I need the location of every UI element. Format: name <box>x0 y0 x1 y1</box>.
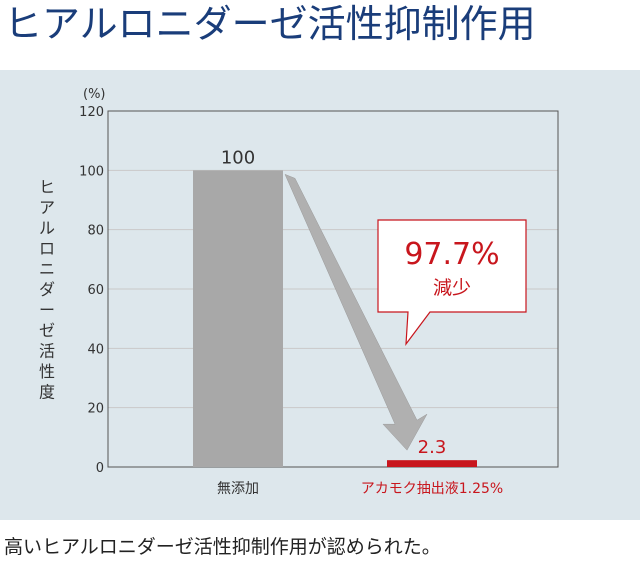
x-category-labels: 無添加 アカモク抽出液1.25% <box>217 481 503 497</box>
chart-caption: 高いヒアルロニダーゼ活性抑制作用が認められた。 <box>4 536 441 558</box>
x-category-label: アカモク抽出液1.25% <box>361 481 503 497</box>
y-axis-title-char: ー <box>39 301 55 320</box>
bar-1 <box>193 170 283 467</box>
y-axis-title-char: 活 <box>39 342 55 361</box>
y-tick-label: 60 <box>87 283 104 298</box>
y-axis-title-char: ダ <box>39 280 55 299</box>
value-label: 100 <box>221 147 255 168</box>
y-tick-label: 20 <box>87 402 104 417</box>
y-axis-title-char: ニ <box>39 260 55 279</box>
decrease-arrow <box>284 173 428 451</box>
y-axis-title-char: ヒ <box>39 178 55 197</box>
y-tick-labels: 0 20 40 60 80 100 120 <box>79 105 104 476</box>
y-axis-title-char: ロ <box>39 239 55 258</box>
y-axis-title-char: ア <box>39 198 55 217</box>
y-tick-label: 100 <box>79 164 104 179</box>
y-unit-label: (%) <box>83 87 106 102</box>
plot-area <box>107 110 559 468</box>
chart-panel <box>0 70 640 520</box>
page-title: ヒアルロニダーゼ活性抑制作用 <box>4 2 536 46</box>
value-label: 2.3 <box>418 437 447 458</box>
y-axis-title-char: 性 <box>39 362 55 381</box>
callout-value: 97.7% <box>404 237 499 272</box>
y-tick-label: 80 <box>87 224 104 239</box>
bar-2 <box>387 460 477 467</box>
y-axis-title-char: 度 <box>39 383 55 402</box>
value-labels: 100 2.3 <box>221 147 447 458</box>
y-axis-title-char: ル <box>39 219 55 238</box>
arrow-shape <box>284 173 428 451</box>
y-tick-label: 0 <box>96 461 104 476</box>
callout-label: 減少 <box>433 277 471 299</box>
callout-box <box>377 219 527 346</box>
y-tick-label: 120 <box>79 105 104 120</box>
y-tick-label: 40 <box>87 342 104 357</box>
x-category-label: 無添加 <box>217 481 259 497</box>
reduction-callout: 97.7% 減少 <box>377 219 527 346</box>
bars <box>193 170 477 467</box>
y-axis-title-char: ゼ <box>39 321 55 340</box>
